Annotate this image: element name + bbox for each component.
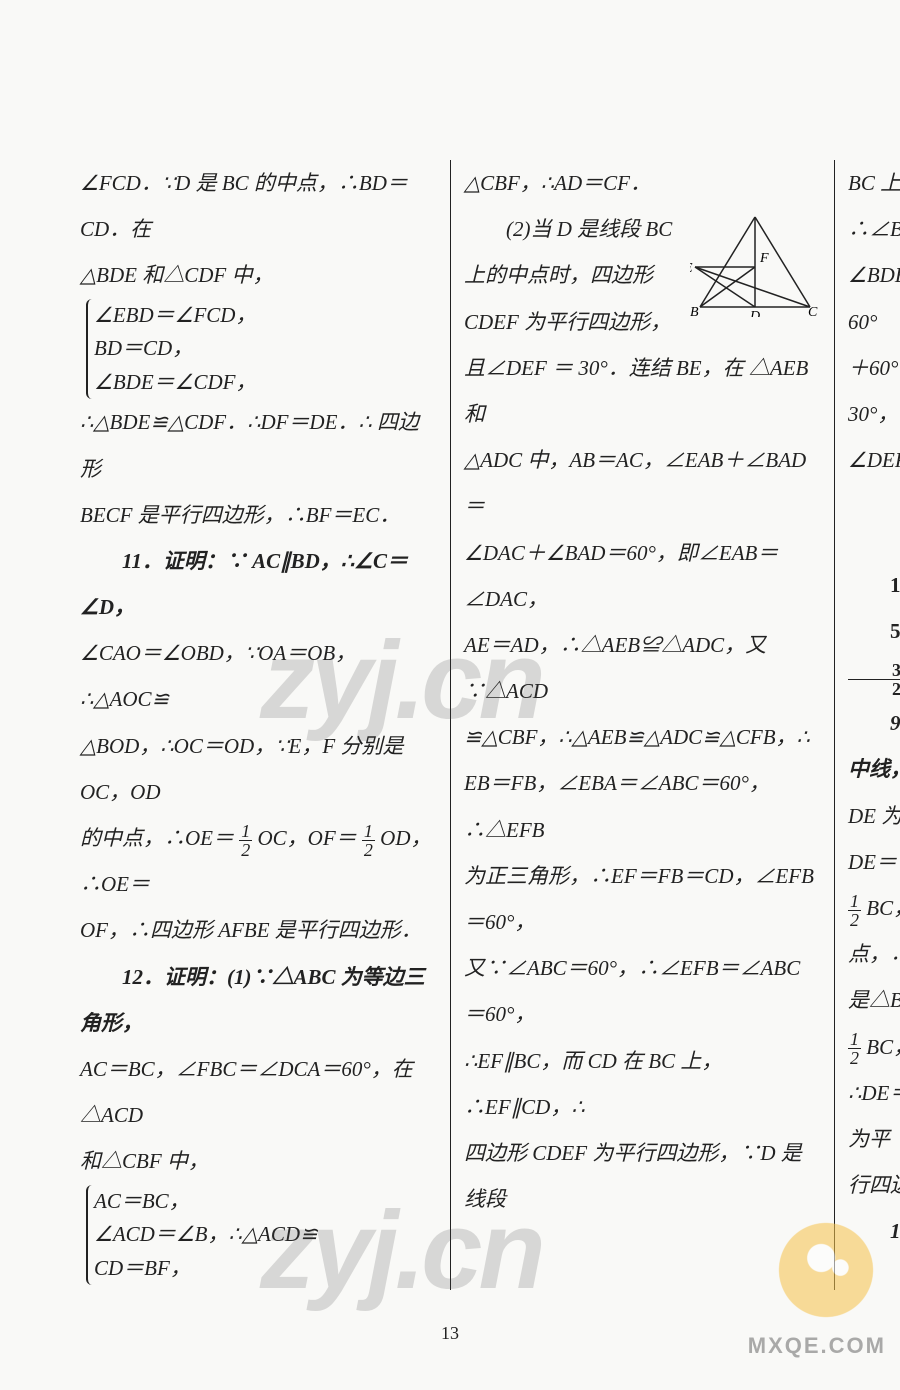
text-fragment: 的中点，∴OE＝ — [80, 826, 234, 850]
text-line: ∠FCD．∵D 是 BC 的中点，∴BD＝CD．在 — [80, 160, 436, 252]
text-line: EB＝FB，∠EBA＝∠ABC＝60°，∴△EFB — [464, 760, 820, 852]
text-line: 四边形 CDEF 为平行四边形，∵D 是线段 — [464, 1130, 820, 1222]
text-content: 12．证明：(1)∵△ABC 为等边三角形， — [80, 965, 425, 1035]
svg-text:A: A — [749, 212, 759, 214]
fraction: 12 — [848, 1030, 861, 1067]
answer-row: 1. C 2. C 3. C 4. C — [848, 562, 900, 608]
brace-line: AC＝BC， — [94, 1185, 318, 1219]
text-line: OF，∴四边形 AFBE 是平行四边形． — [80, 907, 436, 953]
text-line: 行四边形． — [848, 1162, 900, 1208]
brace-icon: AC＝BC， ∠ACD＝∠B，∴△ACD≌ CD＝BF， — [86, 1185, 318, 1286]
brace-line: CD＝BF， — [94, 1252, 318, 1286]
text-fragment: BC， — [866, 1035, 900, 1059]
text-line: ∠BDE，∵∠EBD＝∠EBF＋∠FBD＝60° — [848, 252, 900, 344]
text-fragment: OC，OF＝ — [258, 826, 357, 850]
answer-row: 5. 26 6. 10 7. 11 8. 32 — [848, 608, 900, 700]
text-line: 为正三角形，∴EF＝FB＝CD，∠EFB＝60°， — [464, 853, 820, 945]
text-line: BECF 是平行四边形，∴BF＝EC． — [80, 492, 436, 538]
answer-item: 5. 26 — [890, 619, 900, 643]
brace-line: ∠ACD＝∠B，∴△ACD≌ — [94, 1218, 318, 1252]
svg-text:B: B — [690, 305, 699, 317]
text-line: ∴EF∥BC，而 CD 在 BC 上，∴EF∥CD，∴ — [464, 1038, 820, 1130]
text-line: △ADC 中，AB＝AC，∠EAB＋∠BAD＝ — [464, 437, 820, 529]
brace-line: ∠BDE＝∠CDF， — [94, 366, 256, 400]
text-line: 是△BOC 的中位线，∴FG∥BC，FG＝ 12 BC， — [848, 977, 900, 1069]
text-line: 12．证明：(1)∵△ABC 为等边三角形， — [80, 954, 436, 1046]
text-line: △BDE 和△CDF 中， — [80, 263, 273, 287]
brace-block: 和△CBF 中， AC＝BC， ∠ACD＝∠B，∴△ACD≌ CD＝BF， — [80, 1138, 436, 1285]
svg-text:F: F — [759, 251, 769, 266]
text-line: AE＝AD，∴△AEB≌△ADC，又∵△ACD — [464, 622, 820, 714]
text-line: ≌△CBF，∴△AEB≌△ADC≌△CFB，∴ — [464, 714, 820, 760]
triangle-diagram: A B C D E F — [690, 212, 820, 317]
two-column-body: ∠FCD．∵D 是 BC 的中点，∴BD＝CD．在 △BDE 和△CDF 中， … — [80, 160, 820, 1290]
text-line: 12 BC，∵F，G 分别是 BO，CO 的中点，∴FG — [848, 885, 900, 977]
svg-text:E: E — [690, 261, 693, 276]
text-line: ＋60°＝120°．∴∠BED＝∠BDE＝30°，∴ — [848, 345, 900, 437]
section-heading: 4.5 三角形的中位线 — [848, 501, 900, 549]
brace-line: ∠EBD＝∠FCD， — [94, 299, 256, 333]
text-line: ∠CAO＝∠OBD，∵OA＝OB，∴△AOC≌ — [80, 630, 436, 722]
text-fragment: 是△BOC 的中位线，∴FG∥BC，FG＝ — [848, 988, 900, 1012]
brand-text: MXQE.COM — [748, 1322, 886, 1370]
svg-text:C: C — [808, 305, 818, 317]
text-line: 9. 证明：∵BD，CE 为△ABC 的中线，∴ — [848, 700, 900, 792]
brace-line: BD＝CD， — [94, 332, 256, 366]
text-line: 又∵∠ABC＝60°，∴∠EFB＝∠ABC＝60°， — [464, 945, 820, 1037]
fraction: 12 — [848, 892, 861, 929]
text-content: 9. 证明：∵BD，CE 为△ABC 的中线，∴ — [848, 711, 900, 781]
brand-logo-icon — [766, 1210, 886, 1330]
text-line: AC＝BC，∠FBC＝∠DCA＝60°，在△ACD — [80, 1046, 436, 1138]
brace-block: △BDE 和△CDF 中， ∠EBD＝∠FCD， BD＝CD， ∠BDE＝∠CD… — [80, 252, 436, 399]
text-line: 11．证明：∵ AC∥BD，∴∠C＝∠D， — [80, 538, 436, 630]
text-line: 和△CBF 中， — [80, 1149, 209, 1173]
fraction: 12 — [362, 822, 375, 859]
text-line: 且∠DEF ＝ 30°．连结 BE，在 △AEB 和 — [464, 345, 820, 437]
text-line: ∴△BDE≌△CDF．∴DF＝DE．∴ 四边形 — [80, 399, 436, 491]
text-line: ∠DAC＋∠BAD＝60°，即∠EAB＝∠DAC， — [464, 530, 820, 622]
answer-item: 1. C — [890, 573, 900, 597]
brace-icon: ∠EBD＝∠FCD， BD＝CD， ∠BDE＝∠CDF， — [86, 299, 256, 400]
text-line: 的中点，∴OE＝ 12 OC，OF＝ 12 OD，∴OE＝ — [80, 815, 436, 907]
text-line: ∴DE＝FG，DE∥FG，∴四边形 EFGD 为平 — [848, 1070, 900, 1162]
text-line: △BOD，∴OC＝OD，∵E，F 分别是 OC，OD — [80, 723, 436, 815]
text-line: DE 为△ABC 的中位线，∴DE∥BC，DE＝ — [848, 793, 900, 885]
fraction: 32 — [848, 661, 900, 698]
svg-text:D: D — [749, 309, 760, 317]
text-line: BC 上的中点，∴BD＝DC＝BE，∴∠BED＝ — [848, 160, 900, 252]
text-line: △CBF，∴AD＝CF． — [464, 160, 820, 206]
text-line: ∠DEF＝30°． — [848, 437, 900, 483]
text-content: 11．证明：∵ AC∥BD，∴∠C＝∠D， — [80, 549, 408, 619]
fraction: 12 — [239, 822, 252, 859]
